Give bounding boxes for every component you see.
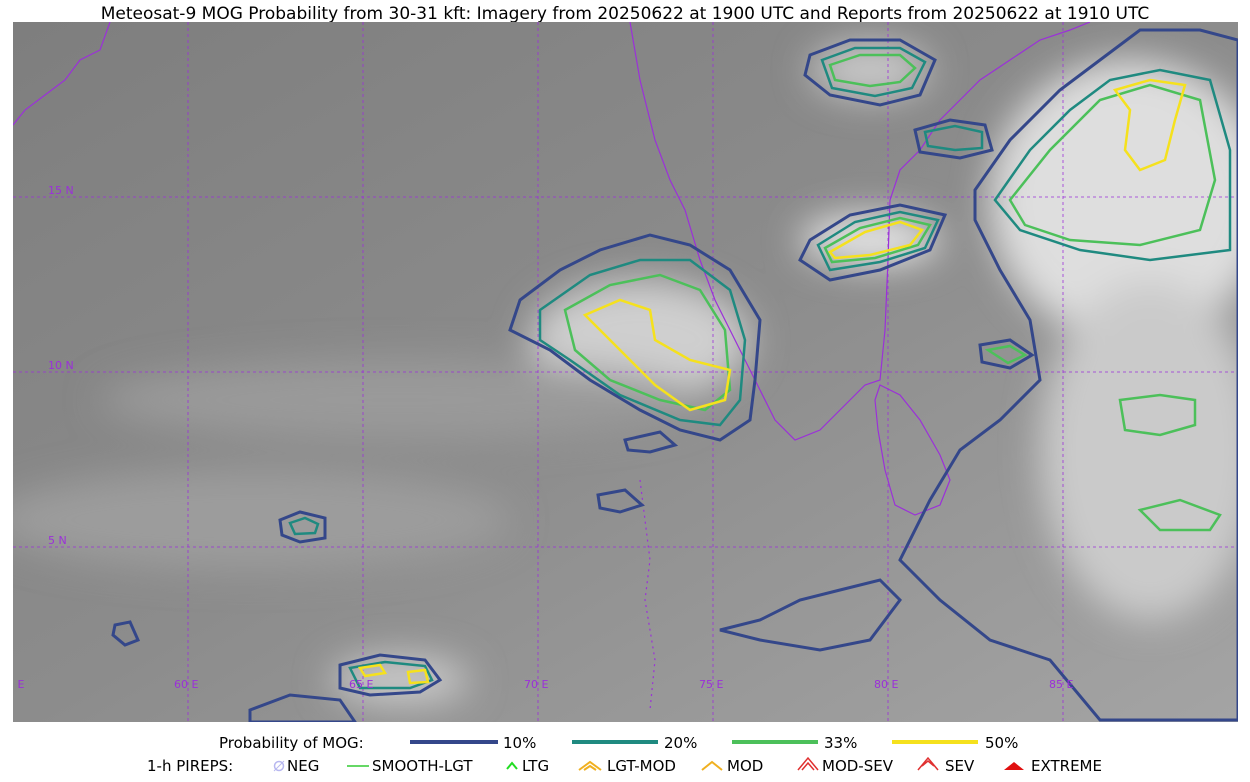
legend-item: MOD — [727, 757, 763, 775]
legend-pireps: 1-h PIREPS: NEG SMOOTH-LGT LTG LGT-MOD M… — [147, 756, 1102, 775]
legend-item: SEV — [945, 757, 975, 775]
legend-item: 20% — [664, 734, 697, 752]
legend-item: 50% — [985, 734, 1018, 752]
title: Meteosat-9 MOG Probability from 30-31 kf… — [101, 4, 1150, 24]
contours — [111, 28, 1238, 722]
legend-item: 33% — [824, 734, 857, 752]
lon-label: 60 E — [174, 678, 198, 691]
legend-item: LTG — [522, 757, 549, 775]
legend-item: MOD-SEV — [822, 757, 894, 775]
lat-label: 5 N — [48, 534, 67, 547]
lon-label: 65 E — [349, 678, 373, 691]
legend-probability: Probability of MOG: 10% 20% 33% 50% — [219, 734, 1018, 752]
lon-label: 55 E — [0, 678, 24, 691]
latitude-labels: 15 N 10 N 5 N — [48, 184, 74, 547]
lat-label: 15 N — [48, 184, 74, 197]
lon-label: 70 E — [524, 678, 548, 691]
lon-label: 85 E — [1049, 678, 1073, 691]
longitude-labels: 55 E 60 E 65 E 70 E 75 E 80 E 85 E — [0, 678, 1073, 691]
lon-label: 80 E — [874, 678, 898, 691]
legend-item: EXTREME — [1031, 757, 1102, 775]
lat-label: 10 N — [48, 359, 74, 372]
map: 55 E 60 E 65 E 70 E 75 E 80 E 85 E 15 N … — [0, 22, 1238, 722]
legend-item: LGT-MOD — [607, 757, 676, 775]
legend-item: NEG — [287, 757, 319, 775]
lon-label: 75 E — [699, 678, 723, 691]
legend-item: 10% — [503, 734, 536, 752]
coastline — [13, 22, 1091, 711]
legend-label: Probability of MOG: — [219, 734, 364, 752]
legend-label: 1-h PIREPS: — [147, 757, 233, 775]
grid-lines — [13, 22, 1238, 722]
legend-item: SMOOTH-LGT — [372, 757, 473, 775]
